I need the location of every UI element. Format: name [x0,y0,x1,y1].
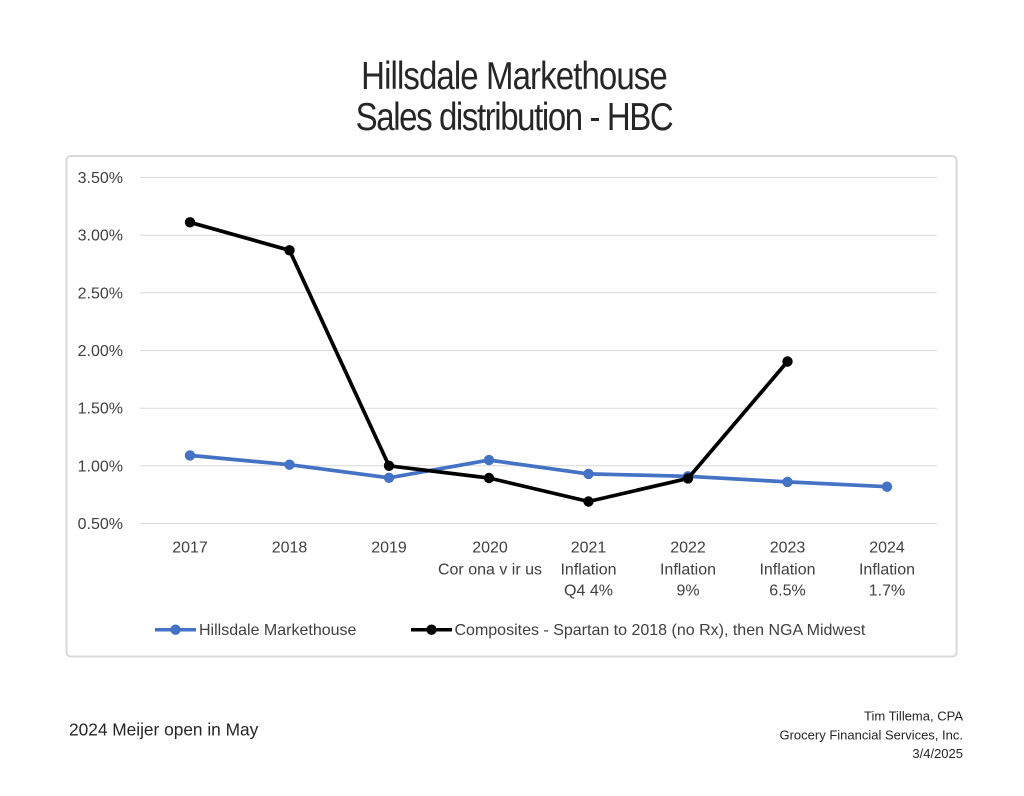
svg-text:Hillsdale Markethouse: Hillsdale Markethouse [361,54,667,98]
svg-text:2022: 2022 [670,540,706,557]
svg-text:2024: 2024 [869,540,905,557]
svg-text:Inflation: Inflation [859,562,915,579]
svg-text:Tim Tillema, CPA: Tim Tillema, CPA [864,708,963,723]
svg-text:2021: 2021 [571,540,607,557]
svg-text:Composites - Spartan to 2018 (: Composites - Spartan to 2018 (no Rx), th… [455,622,866,639]
svg-text:Hillsdale Markethouse: Hillsdale Markethouse [199,622,357,639]
svg-text:Q4 4%: Q4 4% [564,583,613,600]
svg-text:0.50%: 0.50% [78,516,123,533]
svg-text:Cor ona v ir us: Cor ona v ir us [438,562,542,579]
svg-text:3/4/2025: 3/4/2025 [912,746,963,761]
svg-text:Sales distribution - HBC: Sales distribution - HBC [356,95,673,139]
svg-text:2020: 2020 [472,540,508,557]
svg-text:Inflation: Inflation [560,562,616,579]
svg-text:2.50%: 2.50% [78,285,123,302]
svg-text:2.00%: 2.00% [78,343,123,360]
svg-text:3.00%: 3.00% [78,228,123,245]
svg-text:9%: 9% [676,583,699,600]
svg-text:1.7%: 1.7% [869,583,905,600]
svg-text:2019: 2019 [371,540,407,557]
svg-text:Grocery Financial Services, In: Grocery Financial Services, Inc. [779,727,963,742]
svg-text:1.50%: 1.50% [78,401,123,418]
svg-text:3.50%: 3.50% [78,170,123,187]
svg-text:Inflation: Inflation [759,562,815,579]
svg-text:2023: 2023 [770,540,806,557]
svg-text:2018: 2018 [272,540,308,557]
svg-text:2024 Meijer open in May: 2024 Meijer open in May [69,720,259,740]
svg-text:6.5%: 6.5% [769,583,805,600]
svg-text:Inflation: Inflation [660,562,716,579]
svg-text:2017: 2017 [172,540,208,557]
svg-text:1.00%: 1.00% [78,458,123,475]
